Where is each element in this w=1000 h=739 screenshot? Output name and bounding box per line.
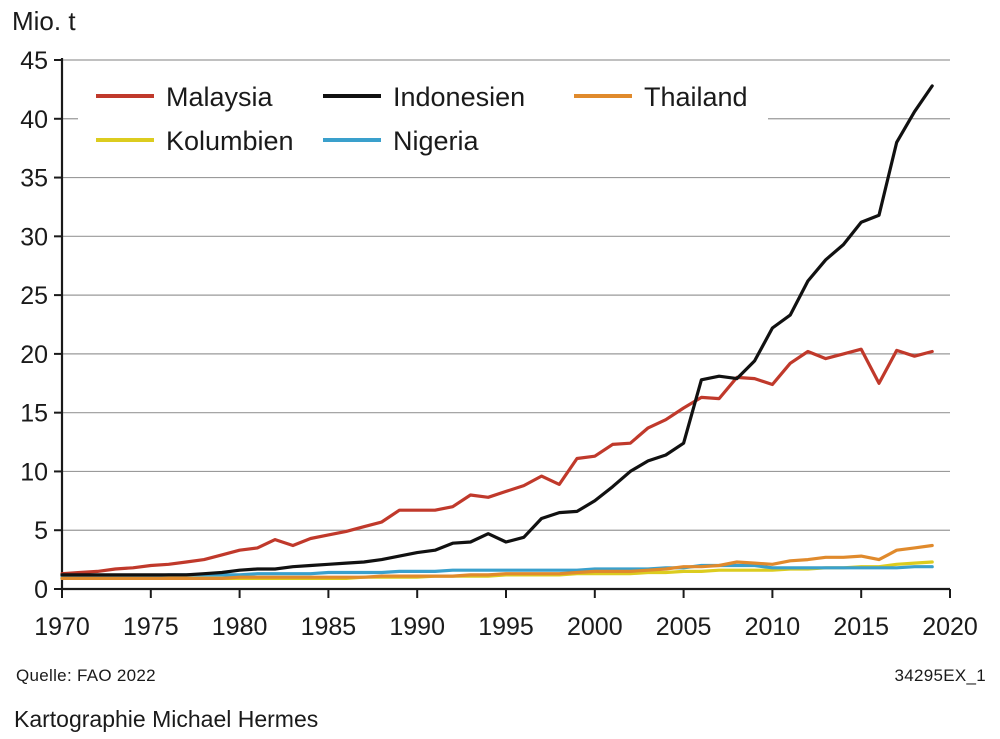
x-tick-label: 2005 (656, 613, 712, 641)
x-tick-label: 1990 (389, 613, 445, 641)
y-tick-label: 25 (20, 282, 48, 310)
x-tick-label: 1970 (34, 613, 90, 641)
series-line-thailand (60, 543, 934, 581)
y-tick-label: 0 (34, 576, 48, 604)
y-tick-label: 5 (34, 517, 48, 545)
x-tick-label: 2000 (567, 613, 623, 641)
y-tick-label: 40 (20, 106, 48, 134)
legend-label-indonesien: Indonesien (393, 82, 525, 112)
series-line-malaysia (60, 347, 934, 576)
y-tick-label: 10 (20, 458, 48, 486)
x-tick-label: 2020 (922, 613, 978, 641)
legend-label-nigeria: Nigeria (393, 126, 480, 156)
x-tick-label: 1980 (212, 613, 268, 641)
x-tick-label: 1985 (301, 613, 357, 641)
x-tick-label: 2010 (745, 613, 801, 641)
figure-code: 34295EX_1 (894, 666, 986, 685)
y-tick-label: 30 (20, 223, 48, 251)
series-lines (60, 84, 934, 581)
y-tick-label: 35 (20, 165, 48, 193)
line-chart: 0 5 10 15 20 25 30 35 40 45 1970 1975 1980 1985 1990 19… (20, 47, 978, 641)
x-tick-label: 1995 (478, 613, 534, 641)
legend: Malaysia Indonesien Thailand Kolumbien Niger… (78, 72, 768, 164)
legend-label-thailand: Thailand (644, 82, 748, 112)
y-tick-label: 45 (20, 47, 48, 75)
legend-label-kolumbien: Kolumbien (166, 126, 294, 156)
legend-box (78, 72, 768, 164)
y-axis-unit-label: Mio. t (12, 6, 76, 36)
cartography-credit: Kartographie Michael Hermes (14, 706, 319, 732)
y-tick-label: 15 (20, 400, 48, 428)
legend-label-malaysia: Malaysia (166, 82, 274, 112)
series-line-indonesien (60, 84, 934, 577)
axes: 0 5 10 15 20 25 30 35 40 45 1970 1975 1980 1985 1990 19… (20, 47, 978, 641)
source-note: Quelle: FAO 2022 (16, 666, 156, 685)
x-tick-label: 1975 (123, 613, 179, 641)
x-tick-label: 2015 (833, 613, 889, 641)
y-tick-label: 20 (20, 341, 48, 369)
